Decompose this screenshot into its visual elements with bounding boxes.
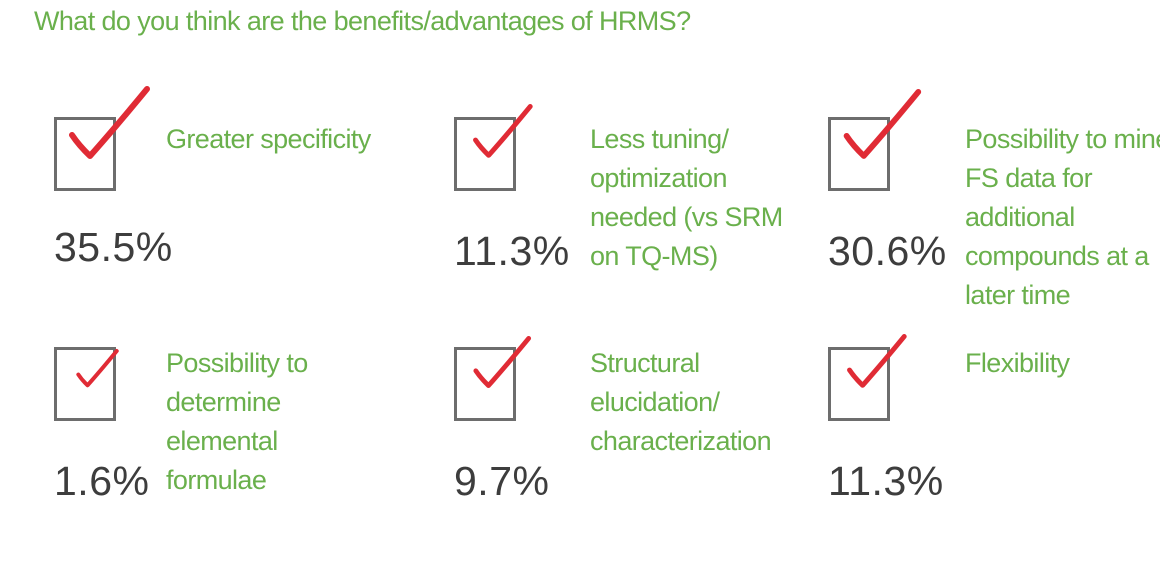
chart-title: What do you think are the benefits/advan… — [34, 6, 691, 36]
checkmark-icon — [473, 335, 532, 388]
benefit-label: Structural elucidation/ characterization — [590, 344, 820, 461]
benefit-label-line: needed (vs SRM — [590, 202, 783, 232]
benefit-label-line: later time — [965, 280, 1071, 310]
checkmark-stroke — [843, 88, 922, 159]
benefit-item: Flexibility 11.3% — [828, 334, 1160, 567]
checkmark-stroke — [69, 86, 150, 159]
benefit-label-line: Less tuning/ — [590, 124, 729, 154]
benefit-label-line: Structural — [590, 348, 700, 378]
benefit-label: Possibility to mine FS data for addition… — [965, 120, 1160, 315]
benefit-label-line: Greater specificity — [166, 124, 371, 154]
benefit-item: Possibility to mine FS data for addition… — [828, 88, 1160, 337]
checkmark-icon — [69, 86, 150, 159]
benefit-label-line: optimization — [590, 163, 727, 193]
benefit-label: Flexibility — [965, 344, 1160, 383]
benefit-item: Possibility to determine elemental formu… — [54, 347, 424, 567]
checkmark-stroke — [473, 335, 532, 388]
checkmark-stroke — [473, 104, 533, 158]
benefit-label-line: FS data for — [965, 163, 1093, 193]
benefit-label-line: compounds at a — [965, 241, 1149, 271]
checkbox-frame — [54, 117, 116, 191]
benefit-percent: 11.3% — [454, 228, 570, 274]
benefit-percent: 9.7% — [454, 458, 550, 504]
benefit-item: Greater specificity 35.5% — [54, 86, 424, 337]
benefit-label-line: elucidation/ — [590, 387, 720, 417]
checkmark-icon — [847, 334, 907, 388]
benefit-percent: 1.6% — [54, 458, 150, 504]
checkmark-stroke — [847, 334, 907, 388]
checkbox-frame — [454, 347, 516, 421]
benefit-label: Possibility to determine elemental formu… — [166, 344, 396, 500]
benefit-label-line: determine elemental — [166, 387, 281, 456]
benefit-label: Greater specificity — [166, 120, 396, 159]
benefit-item: Less tuning/ optimization needed (vs SRM… — [454, 104, 824, 337]
checkmark-icon — [76, 348, 119, 388]
checkmark-icon — [473, 104, 533, 158]
benefit-label-line: additional — [965, 202, 1075, 232]
benefit-label-line: on TQ-MS) — [590, 241, 718, 271]
checkmark-stroke — [76, 348, 119, 388]
benefit-percent: 35.5% — [54, 224, 173, 270]
checkmark-icon — [843, 88, 922, 159]
benefit-item: Structural elucidation/ characterization… — [454, 335, 824, 567]
benefit-label-line: characterization — [590, 426, 772, 456]
benefit-label: Less tuning/ optimization needed (vs SRM… — [590, 120, 820, 276]
benefit-label-line: formulae — [166, 465, 267, 495]
benefit-percent: 30.6% — [828, 228, 947, 274]
benefit-label-line: Possibility to — [166, 348, 308, 378]
benefit-label-line: Possibility to mine — [965, 124, 1160, 154]
benefit-percent: 11.3% — [828, 458, 944, 504]
benefit-label-line: Flexibility — [965, 348, 1070, 378]
